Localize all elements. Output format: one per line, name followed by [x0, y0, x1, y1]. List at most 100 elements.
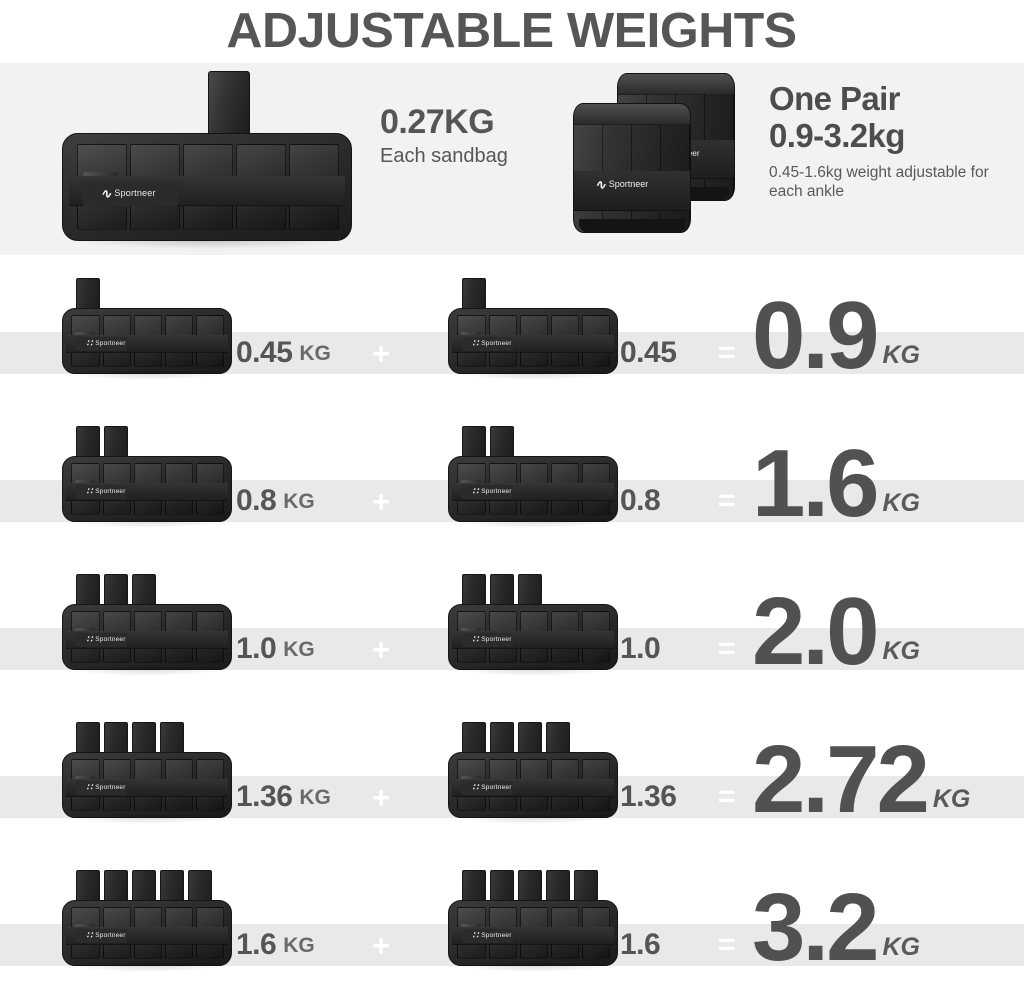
sandbag-weight-value: 0.27KG [380, 103, 495, 141]
product-shadow [67, 519, 227, 528]
sandbag-tab-icon [76, 722, 100, 756]
total-weight-unit: KG [882, 489, 920, 517]
left-weight-value: 1.0 [236, 632, 277, 665]
product-shadow [67, 963, 227, 972]
right-weight-value: 1.6 [620, 928, 661, 961]
band-body: ∷ Sportneer [448, 900, 618, 966]
equals-symbol: = [718, 336, 736, 369]
product-shadow [67, 371, 227, 380]
cuff-strap [574, 170, 690, 211]
plus-symbol: + [372, 335, 391, 371]
brand-logo: ∷ Sportneer [76, 485, 127, 499]
swoosh-logo-icon: ∷ [472, 486, 479, 497]
right-weight-value-group: 1.0 [620, 628, 661, 670]
left-weight-value-group: 1.6 KG [236, 924, 315, 966]
swoosh-logo-icon: ∷ [86, 486, 93, 497]
band-body: ∷ Sportneer [62, 456, 232, 522]
swoosh-logo-icon: ∷ [472, 930, 479, 941]
left-weight-value-group: 1.0 KG [236, 628, 315, 670]
left-weight-value: 1.36 [236, 780, 293, 813]
total-weight-value: 2.72 [752, 726, 930, 834]
sandbag-tab-row [462, 870, 598, 916]
band-zipper-icon [460, 628, 481, 631]
ankle-weight-pair-image: Sportneer ∿ Sportneer [565, 67, 755, 247]
band-body: ∷ Sportneer [448, 752, 618, 818]
brand-name: Sportneer [481, 635, 512, 643]
swoosh-logo-icon: ∷ [86, 338, 93, 349]
product-shadow [453, 815, 613, 824]
sandbag-tab-row [76, 278, 100, 312]
band-body: ∷ Sportneer [62, 752, 232, 818]
weight-band-left: ∷ Sportneer [62, 414, 232, 528]
swoosh-logo-icon: ∿ [594, 177, 606, 193]
sandbag-tab-icon [462, 870, 486, 904]
left-weight-unit: KG [283, 489, 315, 513]
brand-name: Sportneer [95, 783, 126, 791]
sandbag-tab-icon [462, 278, 486, 312]
brand-logo: ∷ Sportneer [76, 929, 127, 943]
weight-row: ∷ Sportneer ∷ Sportneer 1.36 KG +1.36 = 2.72 KG [0, 699, 1024, 847]
brand-logo: ∷ Sportneer [462, 485, 513, 499]
page-title: ADJUSTABLE WEIGHTS [226, 4, 798, 58]
left-weight-value: 1.6 [236, 928, 277, 961]
band-body: ∷ Sportneer [448, 604, 618, 670]
sandbag-tab-icon [462, 722, 486, 756]
brand-logo: ∷ Sportneer [462, 781, 513, 795]
total-weight-unit: KG [932, 785, 971, 813]
left-weight-value: 0.8 [236, 484, 277, 517]
sandbag-tab-icon [76, 574, 100, 608]
total-weight-group: 2.0 KG [752, 584, 920, 680]
band-zipper-icon [74, 628, 95, 631]
weight-combination-table: ∷ Sportneer ∷ Sportneer 0.45 KG +0.45 = 0.9 KG ∷ Sp… [0, 255, 1024, 976]
right-weight-value-group: 0.8 [620, 480, 661, 522]
left-weight-unit: KG [283, 933, 315, 957]
weight-band-left: ∷ Sportneer [62, 858, 232, 972]
sandbag-tab-icon [76, 870, 100, 904]
total-weight-group: 1.6 KG [752, 436, 920, 532]
brand-logo: ∷ Sportneer [462, 633, 513, 647]
page-header: ADJUSTABLE WEIGHTS [0, 0, 1024, 63]
brand-name: Sportneer [481, 931, 512, 939]
band-zipper-icon [83, 172, 118, 177]
total-weight-group: 3.2 KG [752, 880, 920, 976]
right-weight-value: 0.8 [620, 484, 661, 517]
swoosh-logo-icon: ∿ [100, 185, 112, 201]
band-zipper-icon [74, 924, 95, 927]
equals-symbol: = [718, 632, 736, 665]
swoosh-logo-icon: ∷ [86, 634, 93, 645]
band-body: ∷ Sportneer [448, 456, 618, 522]
weight-band-left: ∷ Sportneer [62, 562, 232, 676]
hero-flat-weight-band-image: ∿ Sportneer [62, 71, 352, 249]
hero-panel: ∿ Sportneer 0.27KG Each sandbag Sportnee… [0, 63, 1024, 255]
band-zipper-icon [460, 776, 481, 779]
cuff-base [578, 219, 686, 232]
plus-symbol: + [372, 631, 391, 667]
band-zipper-icon [460, 332, 481, 335]
right-weight-value-group: 1.36 [620, 776, 677, 818]
weight-band-left: ∷ Sportneer [62, 266, 232, 380]
band-zipper-icon [460, 924, 481, 927]
sandbag-tab-icon [462, 426, 486, 460]
product-shadow [67, 815, 227, 824]
band-body: ∿ Sportneer [62, 133, 352, 241]
sandbag-tab-icon [462, 574, 486, 608]
band-zipper-icon [74, 776, 95, 779]
cuff-rim [618, 74, 734, 96]
product-shadow [67, 667, 227, 676]
swoosh-logo-icon: ∷ [86, 930, 93, 941]
band-body: ∷ Sportneer [448, 308, 618, 374]
total-weight-value: 0.9 [752, 282, 879, 390]
brand-logo: ∷ Sportneer [462, 337, 513, 351]
right-weight-value: 0.45 [620, 336, 677, 369]
total-weight-unit: KG [882, 341, 920, 369]
band-zipper-icon [74, 332, 95, 335]
brand-name: Sportneer [95, 635, 126, 643]
brand-logo: ∷ Sportneer [76, 337, 127, 351]
total-weight-value: 3.2 [752, 874, 879, 982]
pair-label: One Pair [769, 80, 901, 117]
plus-symbol: + [372, 483, 391, 519]
brand-name: Sportneer [481, 339, 512, 347]
total-weight-unit: KG [882, 637, 920, 665]
sandbag-tab-icon [76, 426, 100, 460]
brand-name: Sportneer [95, 487, 126, 495]
